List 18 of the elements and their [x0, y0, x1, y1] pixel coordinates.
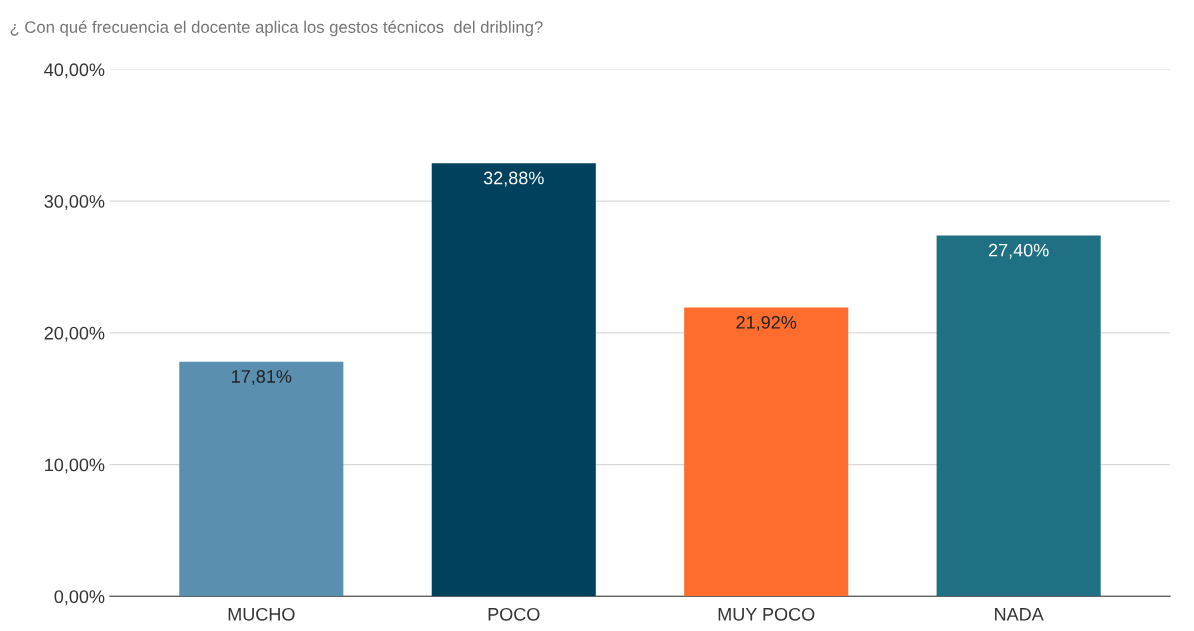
y-tick-label: 40,00% — [44, 63, 105, 79]
x-tick-label: MUY POCO — [718, 607, 815, 621]
data-label: 17,81% — [232, 370, 292, 385]
data-label: 27,40% — [988, 243, 1049, 259]
bar — [431, 163, 596, 597]
y-tick-label: 20,00% — [44, 326, 105, 342]
data-label: 32,88% — [483, 171, 544, 187]
bar — [684, 307, 849, 597]
x-tick-label: MUCHO — [228, 607, 295, 621]
y-tick-label: 0,00% — [54, 590, 105, 606]
y-tick-label: 10,00% — [45, 458, 105, 474]
bar — [179, 361, 344, 597]
x-tick-label: NADA — [995, 608, 1044, 621]
x-tick-label: POCO — [488, 607, 540, 621]
data-label: 21,92% — [736, 315, 797, 331]
y-tick-label: 30,00% — [44, 195, 105, 210]
bar — [936, 235, 1101, 597]
chart-title: ¿ Con qué frecuencia el docente aplica los gestos técnicos del dribling? — [10, 20, 543, 37]
